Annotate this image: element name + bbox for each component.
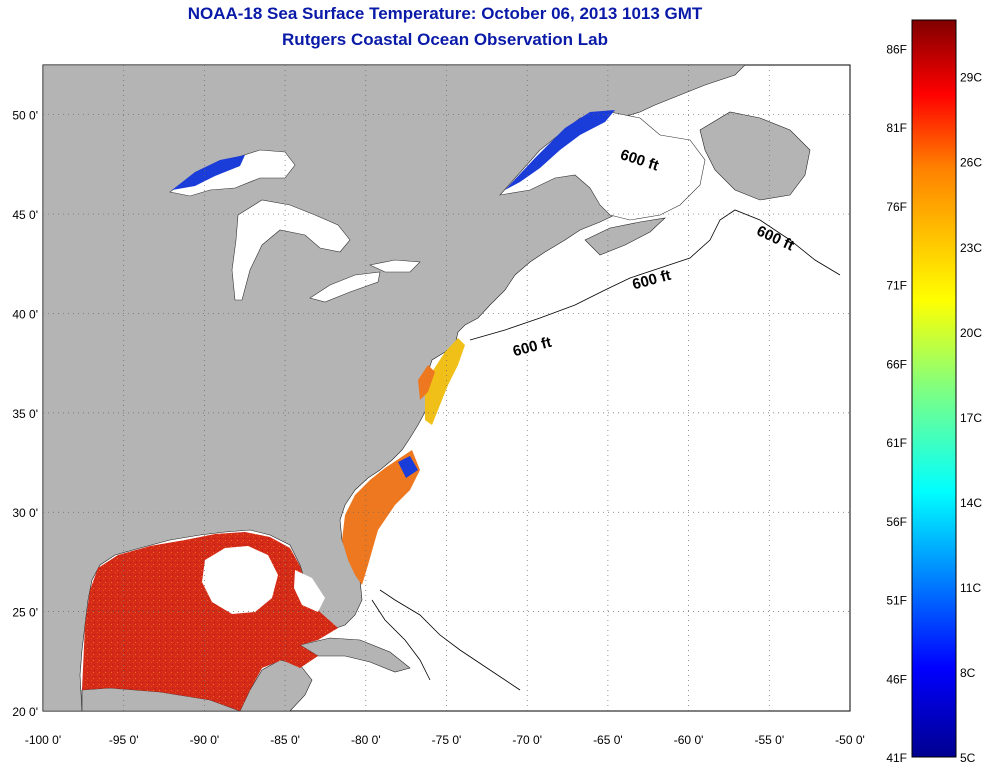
latitude-label: 30 0': [12, 506, 38, 520]
sst-cape-hatteras-cold: [398, 456, 418, 478]
isobath-600ft-lines: [371, 209, 841, 691]
longitude-label: -80 0': [351, 733, 381, 747]
colorbar-labels: 86F 81F 76F 71F 66F 61F 56F 51F 46F 41F 29C 26C 23C 2…: [886, 42, 982, 765]
latitude-labels: 50 0' 45 0' 40 0' 35 0' 30 0' 25 0' 20 0': [12, 109, 38, 719]
longitude-label: -90 0': [190, 733, 220, 747]
land-newfoundland: [699, 111, 811, 201]
longitude-label: -70 0': [512, 733, 542, 747]
colorbar-celsius-label: 23C: [960, 241, 982, 255]
colorbar-celsius-label: 29C: [960, 71, 982, 85]
sst-southeast-coast-warm: [342, 450, 420, 585]
longitude-labels: -100 0' -95 0' -90 0' -85 0' -80 0' -75 0' -70…: [25, 733, 865, 747]
longitude-label: -85 0': [270, 733, 300, 747]
colorbar-celsius-label: 8C: [960, 666, 976, 680]
latitude-label: 45 0': [12, 208, 38, 222]
longitude-label: -95 0': [109, 733, 139, 747]
lake-michigan-huron: [231, 199, 351, 301]
lake-ontario: [369, 259, 421, 273]
sst-lake-superior-cold: [172, 155, 245, 190]
lake-erie: [309, 271, 381, 303]
colorbar-celsius-label: 11C: [960, 581, 981, 595]
colorbar-fahrenheit-label: 46F: [886, 672, 907, 686]
colorbar-celsius-label: 17C: [960, 411, 982, 425]
colorbar-celsius-label: 14C: [960, 496, 982, 510]
colorbar-celsius-label: 26C: [960, 156, 982, 170]
colorbar-fahrenheit-label: 61F: [886, 436, 907, 450]
sst-gulf-cloud-nodata: [202, 546, 278, 614]
latitude-label: 25 0': [12, 606, 38, 620]
longitude-label: -75 0': [432, 733, 462, 747]
colorbar-fahrenheit-label: 56F: [886, 515, 907, 529]
colorbar-fahrenheit-label: 81F: [886, 121, 907, 135]
latitude-label: 35 0': [12, 407, 38, 421]
longitude-label: -55 0': [754, 733, 784, 747]
colorbar-fahrenheit-label: 41F: [886, 751, 907, 765]
longitude-label: -60 0': [674, 733, 704, 747]
colorbar-fahrenheit-label: 86F: [886, 42, 907, 56]
land-cuba: [299, 637, 411, 673]
map-subtitle: Rutgers Coastal Ocean Observation Lab: [282, 30, 608, 49]
colorbar-celsius-label: 5C: [960, 751, 976, 765]
colorbar-fahrenheit-label: 66F: [886, 357, 907, 371]
colorbar-fahrenheit-label: 76F: [886, 200, 907, 214]
map-title: NOAA-18 Sea Surface Temperature: October…: [187, 4, 703, 23]
latitude-label: 40 0': [12, 307, 38, 321]
colorbar-fahrenheit-label: 71F: [886, 279, 907, 293]
longitude-label: -65 0': [593, 733, 623, 747]
colorbar-fahrenheit-label: 51F: [886, 594, 907, 608]
longitude-label: -50 0': [835, 733, 865, 747]
sst-st-lawrence-cold: [505, 110, 615, 190]
latitude-label: 20 0': [12, 705, 38, 719]
longitude-label: -100 0': [25, 733, 61, 747]
sst-chesapeake-warm: [418, 365, 435, 400]
colorbar: [911, 19, 957, 758]
sst-mid-atlantic-mid: [425, 338, 465, 425]
land-nova-scotia: [584, 217, 666, 256]
latitude-label: 50 0': [12, 109, 38, 123]
sst-gulf-cloud-nodata-2: [294, 570, 325, 612]
colorbar-celsius-label: 20C: [960, 326, 982, 340]
